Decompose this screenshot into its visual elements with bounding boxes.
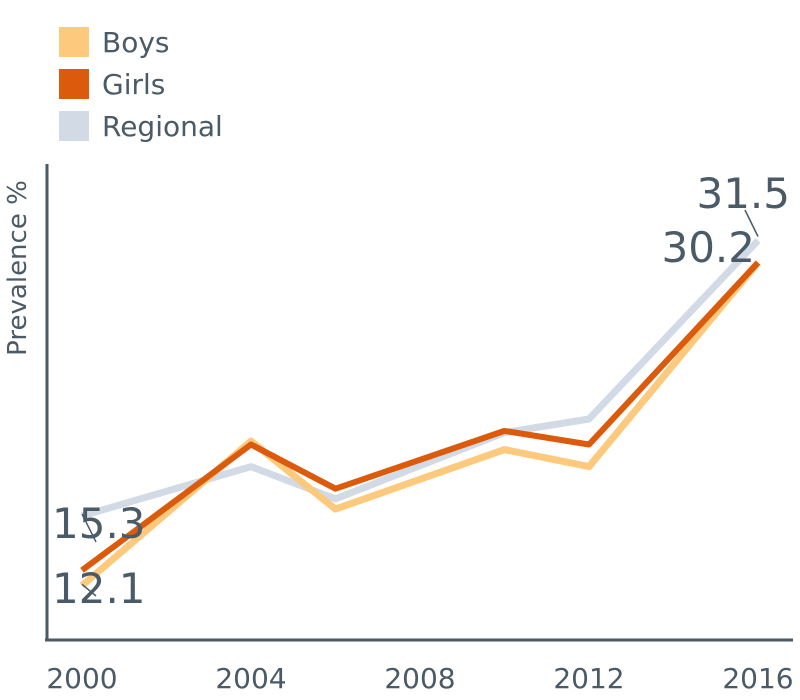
legend-label-regional: Regional (102, 110, 223, 143)
series-line-girls (80, 260, 761, 573)
annotation-leader-regional-2000 (81, 513, 97, 543)
data-label-regional-2000: 15.3 (52, 499, 146, 548)
legend-item-girls: Girls (59, 68, 165, 101)
annotation-leader-regional-2016 (744, 209, 759, 237)
legend-label-girls: Girls (102, 68, 165, 101)
x-tick-label-2012: 2012 (553, 662, 624, 695)
y-axis-title: Prevalence % (3, 180, 33, 356)
x-tick-label-2004: 2004 (215, 662, 286, 695)
x-tick-labels: 2000 2004 2008 2012 2016 (46, 662, 793, 695)
x-tick-label-2000: 2000 (46, 662, 117, 695)
x-tick-label-2008: 2008 (384, 662, 455, 695)
legend: Boys Girls Regional (59, 26, 223, 143)
x-tick-label-2016: 2016 (722, 662, 793, 695)
legend-label-boys: Boys (102, 26, 170, 59)
data-label-boys-2016: 30.2 (661, 223, 755, 272)
legend-item-boys: Boys (59, 26, 170, 59)
legend-swatch-girls (59, 69, 89, 99)
data-label-girls-2000: 12.1 (52, 564, 146, 613)
series-line-boys (79, 260, 761, 589)
annotation-leader-girls-2000 (81, 583, 97, 597)
series-line-regional (81, 238, 761, 520)
legend-swatch-regional (59, 111, 89, 141)
legend-item-regional: Regional (59, 110, 223, 143)
data-label-regional-2016: 31.5 (696, 169, 790, 218)
legend-swatch-boys (59, 27, 89, 57)
